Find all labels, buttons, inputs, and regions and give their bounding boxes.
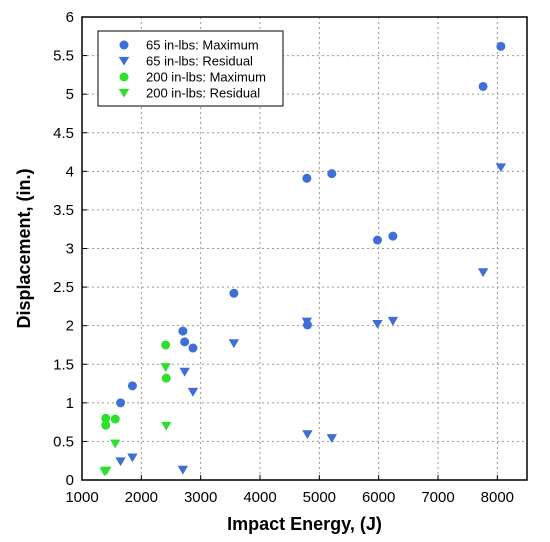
data-point [372, 319, 383, 329]
data-point [101, 413, 111, 423]
data-point [478, 81, 488, 91]
data-point [477, 268, 489, 278]
legend-marker [119, 40, 129, 50]
data-point [180, 337, 190, 347]
data-point [187, 387, 199, 397]
data-points [99, 41, 507, 477]
legend-entry: 65 in-lbs: Maximum [146, 38, 259, 53]
series-3 [99, 363, 172, 477]
data-point [188, 343, 198, 353]
x-tick-label: 3000 [184, 489, 217, 506]
y-tick-label: 1.5 [53, 356, 74, 373]
data-point [388, 231, 398, 241]
y-tick-label: 3 [66, 241, 74, 258]
data-point [127, 453, 138, 463]
legend-entry: 200 in-lbs: Residual [146, 86, 260, 101]
data-point [228, 339, 240, 349]
data-point [160, 363, 171, 373]
x-tick-label: 1000 [65, 489, 98, 506]
data-point [302, 430, 313, 440]
x-tick-label: 4000 [243, 489, 276, 506]
y-tick-label: 2 [66, 318, 74, 335]
legend-marker [118, 88, 130, 98]
legend-marker [118, 56, 130, 66]
legend-box [97, 30, 284, 107]
series-1 [115, 163, 507, 475]
y-tick-label: 5 [66, 86, 74, 103]
data-point [301, 317, 313, 327]
data-point [115, 457, 126, 467]
data-point [161, 373, 171, 383]
legend-marker [119, 72, 129, 82]
legend-entry: 200 in-lbs: Maximum [146, 70, 266, 85]
x-tick-label: 7000 [421, 489, 454, 506]
data-point [161, 340, 171, 350]
legend-entry: 65 in-lbs: Residual [146, 54, 253, 69]
y-tick-label: 4 [66, 163, 74, 180]
x-tick-label: 2000 [125, 489, 158, 506]
data-point [161, 421, 172, 431]
data-point [229, 288, 239, 298]
data-point [110, 414, 120, 424]
data-point [326, 434, 337, 444]
y-tick-label: 4.5 [53, 125, 74, 142]
x-tick-label: 6000 [362, 489, 395, 506]
plot-frame [81, 16, 528, 481]
data-point [101, 466, 112, 476]
data-point [372, 235, 382, 245]
data-point [116, 398, 126, 408]
data-point [495, 163, 507, 173]
y-tick-label: 0 [66, 472, 74, 489]
data-point [327, 169, 337, 179]
y-tick-label: 0.5 [53, 433, 74, 450]
series-0 [116, 41, 506, 408]
data-point [302, 173, 312, 183]
data-point [101, 420, 111, 430]
axis-ticks: 1000 2000 3000 4000 5000 6000 7000 8000 0 0.5 1 1.5… [53, 9, 514, 506]
x-axis-label: Impact Energy, (J) [227, 514, 382, 534]
y-axis-label: Displacement, (in.) [14, 168, 34, 328]
y-tick-label: 3.5 [53, 202, 74, 219]
data-point [177, 465, 189, 475]
grid-lines [82, 17, 527, 480]
data-point [178, 326, 188, 336]
data-point [110, 439, 121, 449]
x-tick-label: 8000 [481, 489, 514, 506]
series-2 [101, 340, 171, 430]
data-point [179, 367, 190, 377]
data-point [387, 316, 399, 326]
data-point [127, 381, 137, 391]
data-point [496, 41, 506, 51]
y-tick-label: 2.5 [53, 279, 74, 296]
x-tick-label: 5000 [303, 489, 336, 506]
y-tick-label: 1 [66, 395, 74, 412]
y-tick-label: 6 [66, 9, 74, 26]
y-tick-label: 5.5 [53, 48, 74, 65]
